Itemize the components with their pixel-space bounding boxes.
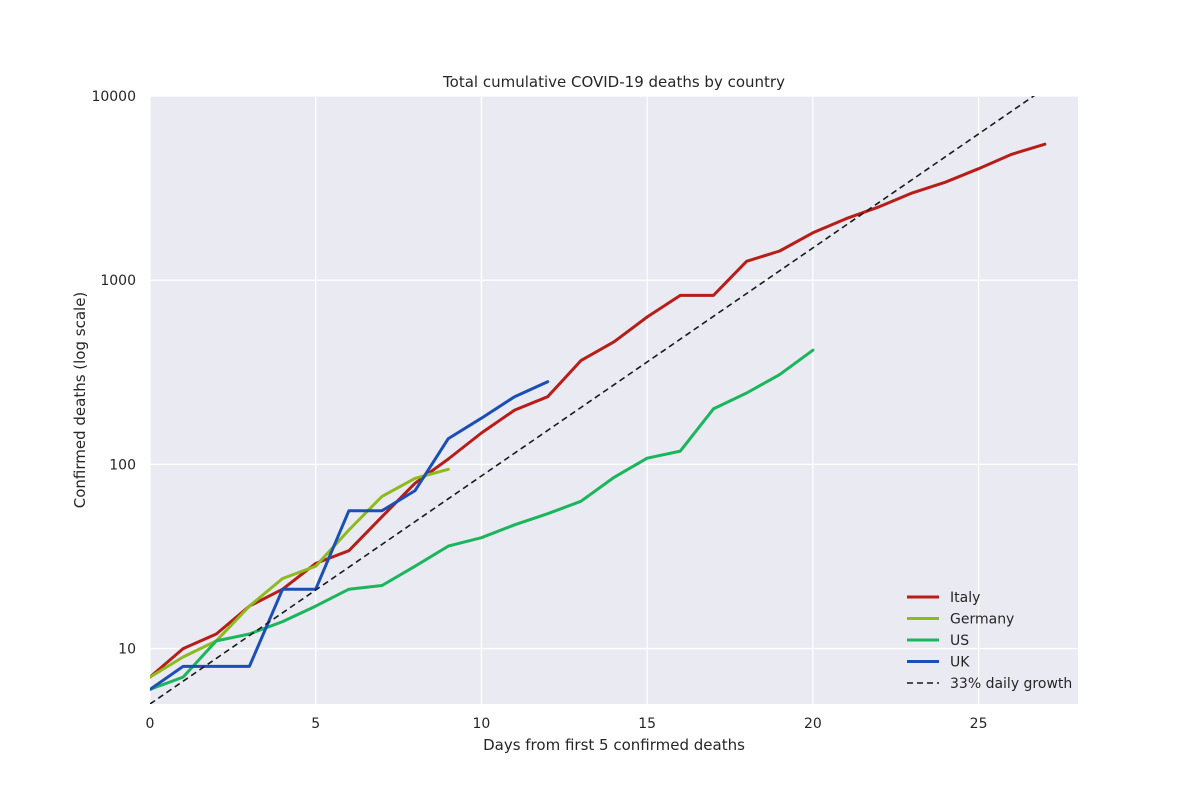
x-tick-label: 0 <box>146 716 155 732</box>
y-tick-label: 1000 <box>100 273 136 289</box>
chart-title: Total cumulative COVID-19 deaths by coun… <box>442 73 785 91</box>
legend-label-italy: Italy <box>950 590 980 606</box>
x-tick-label: 10 <box>473 716 491 732</box>
x-tick-label: 25 <box>970 716 988 732</box>
y-tick-label: 10 <box>118 642 136 658</box>
y-tick-label: 100 <box>109 457 136 473</box>
series-line-33-daily-growth <box>150 96 1036 704</box>
x-tick-label: 20 <box>804 716 822 732</box>
legend-label-uk: UK <box>950 655 970 671</box>
series-line-uk <box>150 380 550 691</box>
grid <box>149 95 1078 704</box>
x-axis-ticks: 0 5 10 15 20 25 <box>146 716 988 732</box>
y-axis-ticks: 10 100 1000 10000 <box>91 89 136 658</box>
legend: Italy Germany US UK 33% daily growth <box>907 590 1072 692</box>
series-lines <box>150 96 1047 704</box>
series-line-germany <box>150 467 450 679</box>
series-line-italy <box>150 142 1047 679</box>
y-axis-label: Confirmed deaths (log scale) <box>71 292 89 509</box>
legend-label-us: US <box>950 633 969 649</box>
legend-label-germany: Germany <box>950 612 1014 628</box>
series-line-us <box>150 348 815 691</box>
x-axis-label: Days from first 5 confirmed deaths <box>483 736 745 754</box>
legend-label-33-daily-growth: 33% daily growth <box>950 676 1072 692</box>
y-tick-label: 10000 <box>91 89 136 105</box>
x-tick-label: 5 <box>311 716 320 732</box>
plot-background <box>150 96 1078 704</box>
x-tick-label: 15 <box>638 716 656 732</box>
